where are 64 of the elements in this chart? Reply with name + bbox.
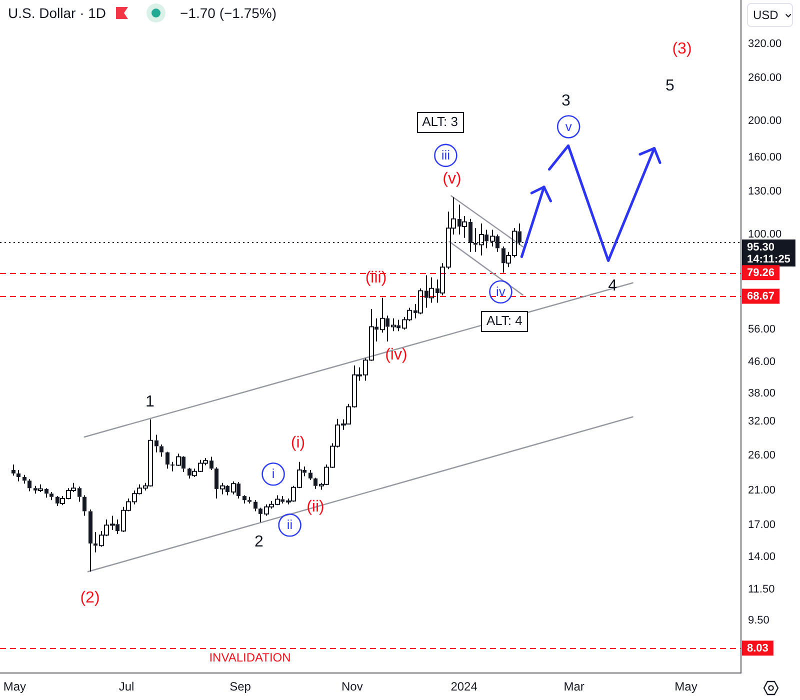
candlestick	[28, 478, 32, 492]
candlestick	[308, 469, 312, 480]
y-axis-title: USD	[753, 8, 778, 22]
y-tick-label: 260.00	[748, 72, 782, 84]
x-tick-label: Sep	[230, 680, 252, 694]
chart-subtitle: −1.70 (−1.75%)	[180, 5, 277, 21]
candlestick	[88, 509, 92, 572]
annotation: i	[272, 466, 275, 482]
annotation: 2	[254, 533, 264, 550]
candlestick	[166, 452, 170, 470]
ref-line-label: 95.30 14:11:25	[747, 241, 790, 266]
candlestick	[50, 492, 54, 501]
x-tick-label: May	[3, 680, 26, 694]
candlestick	[82, 494, 86, 516]
x-tick-label: Mar	[564, 680, 584, 694]
y-tick-label: 200.00	[748, 114, 782, 127]
annotation: 5	[666, 77, 675, 94]
y-tick-label: 21.00	[748, 484, 776, 497]
y-tick-label: 56.00	[748, 324, 776, 336]
x-tick-label: 2024	[450, 680, 478, 694]
y-tick-label: 9.50	[748, 614, 770, 627]
annotation: (3)	[672, 40, 692, 58]
y-tick-label: 160.00	[748, 152, 782, 164]
annotation: iv	[496, 284, 506, 299]
candlestick	[248, 496, 252, 504]
chart-title: U.S. Dollar · 1D	[8, 5, 106, 21]
annotation: (ii)	[306, 498, 324, 516]
candlestick	[242, 494, 246, 504]
y-tick-label: 32.00	[748, 415, 776, 428]
y-tick-label: 17.00	[748, 519, 776, 532]
x-tick-label: Jul	[118, 680, 134, 694]
annotation: (iv)	[385, 346, 408, 364]
y-tick-label: 46.00	[748, 356, 776, 368]
annotation: INVALIDATION	[209, 650, 291, 664]
annotation: 4	[608, 277, 618, 294]
y-tick-label: 11.50	[748, 583, 775, 596]
x-tick-label: May	[674, 680, 698, 694]
ref-line-label: 79.26	[747, 267, 775, 280]
annotation: ALT: 4	[486, 313, 522, 328]
x-tick-label: Nov	[341, 680, 363, 694]
y-tick-label: 26.00	[748, 449, 776, 462]
annotation: v	[565, 118, 572, 134]
ref-line-label: 68.67	[747, 290, 775, 303]
candlestick	[12, 464, 16, 476]
y-tick-label: 38.00	[748, 387, 776, 400]
candlestick	[254, 500, 258, 512]
ref-line-label: 8.03	[747, 642, 768, 655]
candlestick	[22, 474, 26, 484]
candlestick	[16, 469, 20, 482]
candlestick	[160, 444, 164, 458]
y-tick-label: 14.00	[748, 551, 776, 564]
annotation: (i)	[290, 434, 306, 452]
annotation: ALT: 3	[422, 114, 458, 130]
y-tick-label: 100.00	[748, 228, 782, 241]
annotation: 1	[146, 393, 155, 410]
annotation: ii	[286, 517, 293, 532]
annotation: (2)	[80, 589, 100, 606]
annotation: (v)	[442, 170, 462, 188]
annotation: 3	[562, 92, 571, 110]
y-tick-label: 130.00	[748, 186, 782, 198]
y-tick-label: 320.00	[748, 38, 782, 50]
dropdown: USD	[747, 3, 793, 27]
annotation: (iii)	[365, 269, 387, 286]
annotation: iii	[441, 148, 450, 163]
